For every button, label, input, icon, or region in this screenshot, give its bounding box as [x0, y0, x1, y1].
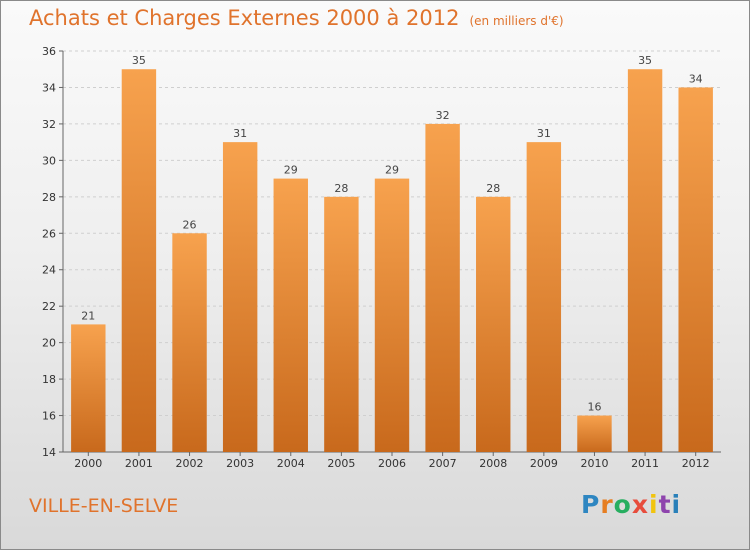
bar-2009 — [526, 142, 562, 453]
x-tick-label-2007: 2007 — [429, 457, 457, 470]
value-label-2007: 32 — [436, 109, 450, 122]
bar-2007 — [425, 123, 460, 452]
bar-2001 — [121, 69, 157, 453]
chart-title: Achats et Charges Externes 2000 à 2012 (e… — [29, 6, 564, 30]
logo-letter: P — [581, 490, 601, 519]
x-tick-label-2005: 2005 — [327, 457, 355, 470]
logo-letter: i — [671, 490, 682, 519]
bar-2005 — [324, 196, 359, 452]
value-label-2000: 21 — [81, 309, 95, 322]
title-unit: (en milliers d'€) — [469, 14, 564, 28]
value-label-2011: 35 — [638, 54, 652, 67]
value-label-2009: 31 — [537, 127, 551, 140]
x-tick-label-2009: 2009 — [530, 457, 558, 470]
bar-2008 — [476, 196, 511, 452]
x-tick-label-2002: 2002 — [176, 457, 204, 470]
x-tick-label-2012: 2012 — [682, 457, 710, 470]
bar-2002 — [172, 233, 207, 452]
value-labels: 21 35 26 31 29 28 29 32 28 31 16 35 34 — [81, 54, 702, 413]
y-tick-label: 36 — [42, 45, 56, 58]
y-tick-label: 24 — [42, 264, 56, 277]
value-label-2005: 28 — [334, 182, 348, 195]
y-tick-label: 22 — [42, 300, 56, 313]
x-tick-label-2003: 2003 — [226, 457, 254, 470]
bars — [71, 69, 713, 453]
x-tick-label-2001: 2001 — [125, 457, 153, 470]
y-tick-label: 26 — [42, 227, 56, 240]
logo-letter: o — [613, 490, 632, 519]
town-name: VILLE-EN-SELVE — [29, 495, 179, 517]
bar-2004 — [273, 178, 308, 452]
value-label-2003: 31 — [233, 127, 247, 140]
value-label-2012: 34 — [689, 72, 703, 85]
y-tick-label: 32 — [42, 118, 56, 131]
y-tick-label: 18 — [42, 373, 56, 386]
value-label-2006: 29 — [385, 164, 399, 177]
proxiti-logo: Proxiti — [581, 490, 681, 519]
value-label-2004: 29 — [284, 164, 298, 177]
x-tick-label-2010: 2010 — [580, 457, 608, 470]
value-label-2001: 35 — [132, 54, 146, 67]
value-label-2010: 16 — [587, 401, 601, 414]
x-axis: 2000 2001 2002 2003 2004 2005 2006 2007 2008 2009… — [74, 452, 710, 470]
x-tick-label-2008: 2008 — [479, 457, 507, 470]
logo-letter: x — [631, 490, 649, 519]
y-tick-label: 20 — [42, 337, 56, 350]
y-tick-label: 16 — [42, 410, 56, 423]
y-tick-label: 14 — [42, 446, 56, 459]
x-tick-label-2006: 2006 — [378, 457, 406, 470]
bar-2010 — [577, 415, 612, 452]
logo-letter: t — [658, 490, 672, 519]
y-tick-label: 28 — [42, 191, 56, 204]
title-text: Achats et Charges Externes 2000 à 2012 — [29, 6, 460, 30]
y-tick-label: 30 — [42, 154, 56, 167]
bar-2011 — [627, 69, 663, 453]
logo-letter: r — [600, 490, 614, 519]
bar-2012 — [678, 87, 713, 453]
bar-2000 — [71, 324, 106, 452]
bar-2006 — [374, 178, 410, 452]
value-label-2008: 28 — [486, 182, 500, 195]
value-label-2002: 26 — [183, 218, 197, 231]
bar-2003 — [222, 142, 258, 453]
y-tick-label: 34 — [42, 81, 56, 94]
x-tick-label-2004: 2004 — [277, 457, 305, 470]
x-tick-label-2011: 2011 — [631, 457, 659, 470]
logo-letter: i — [649, 490, 659, 519]
x-tick-label-2000: 2000 — [74, 457, 102, 470]
